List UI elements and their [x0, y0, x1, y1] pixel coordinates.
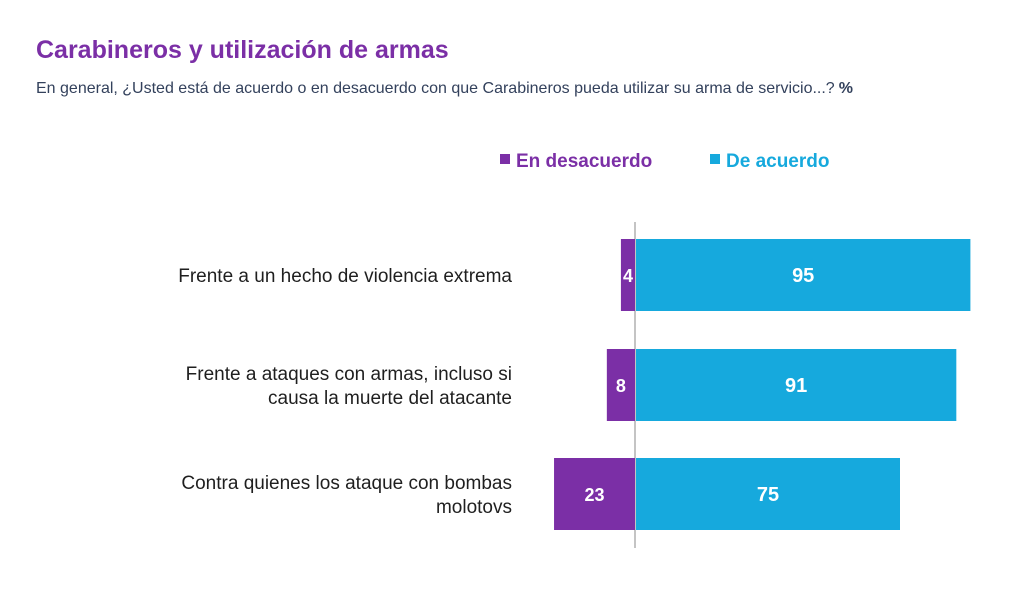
- bar-disagree-1: [606, 349, 635, 421]
- bar-disagree-2: [554, 458, 635, 530]
- data-label-disagree-1: 8: [616, 376, 626, 396]
- chart-subtitle: En general, ¿Usted está de acuerdo o en …: [36, 80, 853, 98]
- category-label-1-1: causa la muerte del atacante: [268, 388, 512, 409]
- category-label-0-0: Frente a un hecho de violencia extrema: [178, 266, 512, 287]
- data-label-agree-0: 95: [792, 265, 814, 287]
- bar-agree-2: [636, 458, 900, 530]
- legend-swatch-0: [500, 154, 510, 164]
- data-label-disagree-0: 4: [623, 266, 633, 286]
- legend-label-0: En desacuerdo: [516, 151, 652, 172]
- category-label-2-1: molotovs: [436, 497, 512, 518]
- category-label-2-0: Contra quienes los ataque con bombas: [181, 473, 512, 494]
- bar-agree-1: [636, 349, 957, 421]
- data-label-disagree-2: 23: [585, 485, 605, 505]
- data-label-agree-1: 91: [785, 375, 807, 397]
- legend-label-1: De acuerdo: [726, 151, 829, 172]
- subtitle-text: En general, ¿Usted está de acuerdo o en …: [36, 80, 835, 97]
- bar-disagree-0: [620, 239, 635, 311]
- category-label-1-0: Frente a ataques con armas, incluso si: [186, 364, 512, 385]
- chart-title: Carabineros y utilización de armas: [36, 36, 449, 64]
- bar-agree-0: [636, 239, 971, 311]
- unit-label: %: [838, 80, 853, 97]
- data-label-agree-2: 75: [757, 484, 779, 506]
- legend-swatch-1: [710, 154, 720, 164]
